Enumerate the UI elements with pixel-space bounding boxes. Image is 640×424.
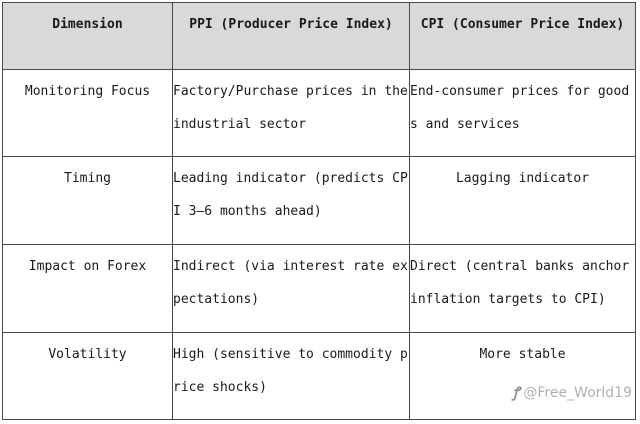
header-cpi: CPI (Consumer Price Index): [409, 2, 636, 70]
table-header-row: Dimension PPI (Producer Price Index) CPI…: [2, 2, 636, 70]
row-dimension-cell: Monitoring Focus: [2, 69, 173, 157]
table-row: Volatility High (sensitive to commodity …: [2, 332, 636, 420]
row-dimension-cell: Volatility: [2, 332, 173, 420]
row-ppi-cell: High (sensitive to commodity price shock…: [172, 332, 410, 420]
row-ppi-cell: Leading indicator (predicts CPI 3–6 mont…: [172, 156, 410, 245]
row-dimension-cell: Timing: [2, 156, 173, 245]
row-dimension-cell: Impact on Forex: [2, 244, 173, 333]
row-cpi-cell: More stable: [409, 332, 636, 420]
row-ppi-cell: Factory/Purchase prices in the industria…: [172, 69, 410, 157]
table-row: Monitoring Focus Factory/Purchase prices…: [2, 69, 636, 157]
row-cpi-cell: Lagging indicator: [409, 156, 636, 245]
header-ppi: PPI (Producer Price Index): [172, 2, 410, 70]
row-ppi-cell: Indirect (via interest rate expectations…: [172, 244, 410, 333]
weibo-logo-icon: ꝭ: [512, 385, 520, 401]
header-dimension: Dimension: [2, 2, 173, 70]
comparison-table: Dimension PPI (Producer Price Index) CPI…: [2, 2, 636, 420]
watermark: ꝭ @Free_World19: [513, 383, 632, 402]
row-cpi-cell: End-consumer prices for goods and servic…: [409, 69, 636, 157]
watermark-text: @Free_World19: [523, 385, 632, 401]
table-row: Timing Leading indicator (predicts CPI 3…: [2, 156, 636, 245]
table-row: Impact on Forex Indirect (via interest r…: [2, 244, 636, 333]
row-cpi-cell: Direct (central banks anchor inflation t…: [409, 244, 636, 333]
